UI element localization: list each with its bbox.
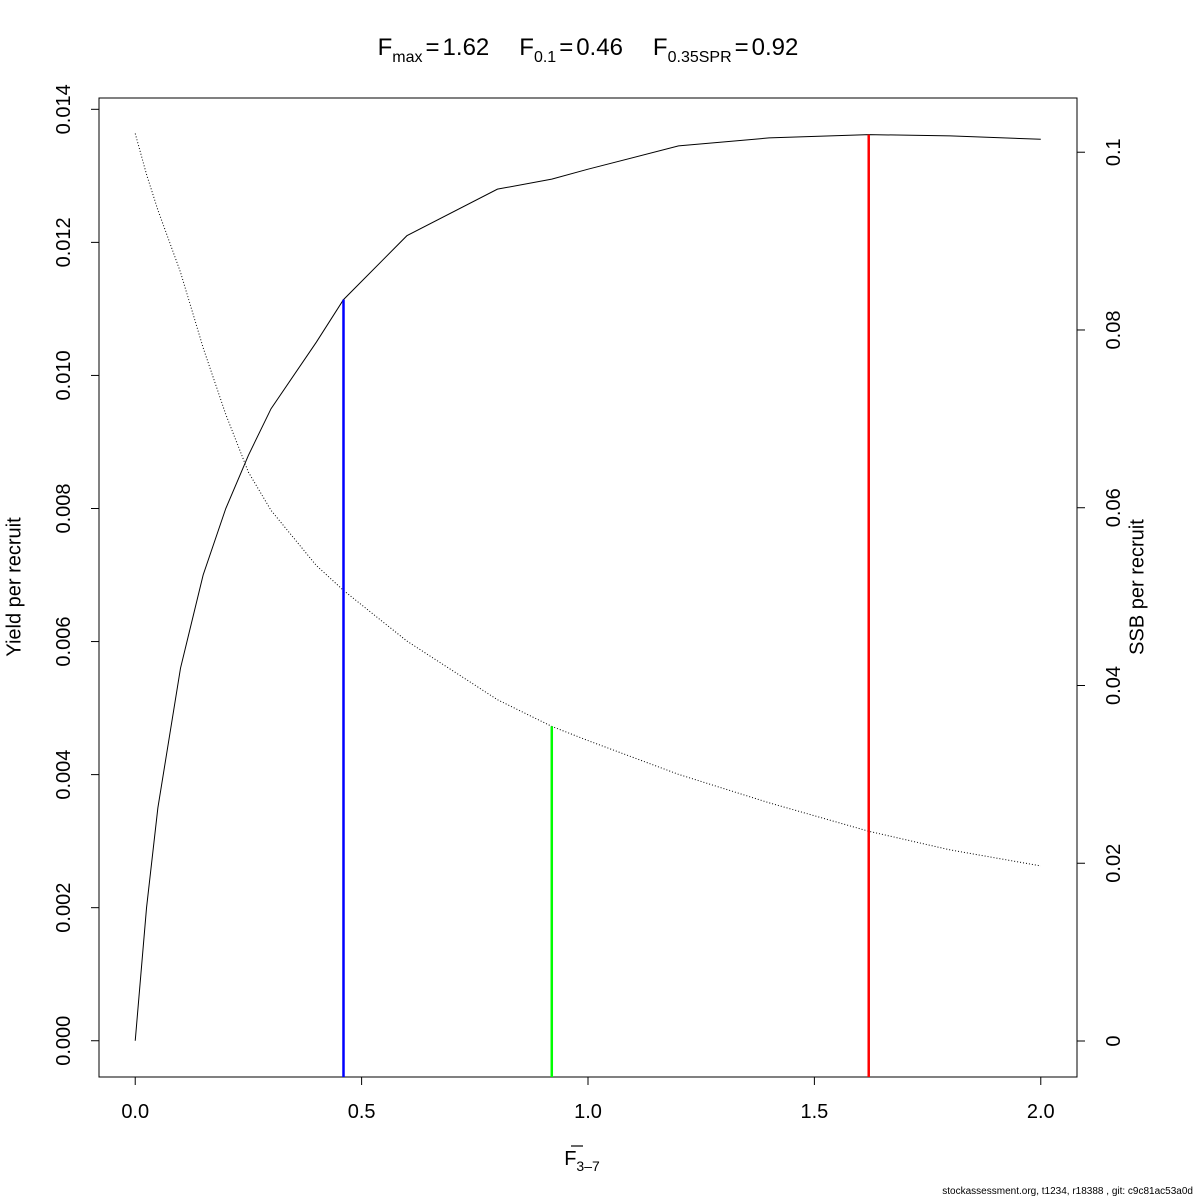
x-axis-label: F3–7 xyxy=(564,1148,600,1174)
yield-curve xyxy=(134,134,1041,1041)
y2-tick-label: 0.02 xyxy=(1103,844,1125,883)
x-tick-label: 1.5 xyxy=(800,1101,828,1123)
x-tick-label: 2.0 xyxy=(1027,1101,1055,1123)
y-tick-label: 0.008 xyxy=(53,483,75,533)
y2-axis-label: SSB per recruit xyxy=(1126,519,1148,655)
title-subscript: 0.1 xyxy=(534,49,556,66)
ssb-curve xyxy=(134,133,1041,867)
title-subscript: 0.35SPR xyxy=(668,49,732,66)
y2-tick-label: 0.04 xyxy=(1103,666,1125,705)
x-tick-label: 1.0 xyxy=(574,1101,602,1123)
footer: stockassessment.org, t1234, r18388 , git… xyxy=(942,1186,1193,1197)
title-separator: = xyxy=(735,34,749,61)
title-value: 0.92 xyxy=(752,34,799,61)
y-axis-label: Yield per recruit xyxy=(3,517,25,657)
title-symbol: F xyxy=(378,34,393,61)
title-subscript: max xyxy=(392,49,422,66)
x-label-subscript: 3–7 xyxy=(576,1158,600,1174)
chart-title: Fmax = 1.62 F0.1 = 0.46 F0.35SPR = 0.92 xyxy=(378,34,799,66)
y-tick-label: 0.012 xyxy=(53,217,75,267)
x-tick-label: 0.5 xyxy=(348,1101,376,1123)
y-tick-label: 0.014 xyxy=(53,84,75,134)
y2-tick-label: 0.1 xyxy=(1103,138,1125,166)
x-label-symbol: F xyxy=(564,1148,576,1170)
title-separator: = xyxy=(426,34,440,61)
y2-tick-label: 0.08 xyxy=(1103,311,1125,350)
title-value: 1.62 xyxy=(443,34,490,61)
y-tick-label: 0.006 xyxy=(53,617,75,667)
y2-tick-label: 0.06 xyxy=(1103,488,1125,527)
title-separator: = xyxy=(559,34,573,61)
y-tick-label: 0.004 xyxy=(53,750,75,800)
y-tick-label: 0.002 xyxy=(53,883,75,933)
x-tick-label: 0.0 xyxy=(121,1101,149,1123)
y2-tick-label: 0 xyxy=(1103,1035,1125,1046)
title-symbol: F xyxy=(519,34,534,61)
title-symbol: F xyxy=(653,34,668,61)
plot-frame xyxy=(98,97,1078,1078)
y-tick-label: 0.010 xyxy=(53,350,75,400)
title-value: 0.46 xyxy=(576,34,623,61)
y-tick-label: 0.000 xyxy=(53,1016,75,1066)
